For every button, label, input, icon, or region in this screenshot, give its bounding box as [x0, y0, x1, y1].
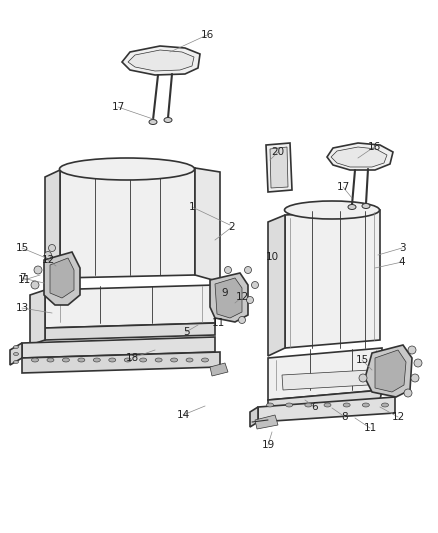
- Polygon shape: [268, 215, 285, 356]
- Text: 7: 7: [19, 273, 25, 283]
- Polygon shape: [250, 407, 258, 427]
- Ellipse shape: [201, 358, 208, 362]
- Ellipse shape: [14, 360, 18, 364]
- Circle shape: [239, 317, 246, 324]
- Polygon shape: [210, 273, 248, 322]
- Circle shape: [34, 266, 42, 274]
- Ellipse shape: [78, 358, 85, 362]
- Ellipse shape: [109, 358, 116, 362]
- Text: 6: 6: [312, 402, 318, 412]
- Polygon shape: [215, 278, 242, 318]
- Text: 11: 11: [212, 318, 225, 328]
- Circle shape: [49, 245, 56, 252]
- Polygon shape: [128, 50, 194, 71]
- Ellipse shape: [164, 117, 172, 123]
- Text: 17: 17: [336, 182, 350, 192]
- Ellipse shape: [155, 358, 162, 362]
- Circle shape: [411, 374, 419, 382]
- Circle shape: [244, 266, 251, 273]
- Polygon shape: [270, 147, 288, 188]
- Polygon shape: [44, 252, 80, 305]
- Text: 2: 2: [229, 222, 235, 232]
- Text: 11: 11: [18, 275, 31, 285]
- Ellipse shape: [60, 158, 194, 180]
- Ellipse shape: [14, 352, 18, 356]
- Polygon shape: [258, 397, 395, 422]
- Ellipse shape: [362, 403, 369, 407]
- Polygon shape: [195, 168, 220, 282]
- Text: 4: 4: [399, 257, 405, 267]
- Ellipse shape: [93, 358, 100, 362]
- Text: 18: 18: [125, 353, 138, 363]
- Text: 3: 3: [399, 243, 405, 253]
- Polygon shape: [30, 290, 45, 345]
- Ellipse shape: [140, 358, 147, 362]
- Text: 13: 13: [15, 303, 28, 313]
- Ellipse shape: [62, 358, 69, 362]
- Circle shape: [414, 359, 422, 367]
- Text: 8: 8: [342, 412, 348, 422]
- Text: 16: 16: [200, 30, 214, 40]
- Polygon shape: [45, 170, 60, 285]
- Ellipse shape: [348, 205, 356, 209]
- Text: 12: 12: [235, 292, 249, 302]
- Text: 15: 15: [355, 355, 369, 365]
- Ellipse shape: [266, 403, 273, 407]
- Ellipse shape: [149, 119, 157, 125]
- Polygon shape: [331, 147, 387, 167]
- Ellipse shape: [170, 358, 177, 362]
- Text: 20: 20: [272, 147, 285, 157]
- Ellipse shape: [47, 358, 54, 362]
- Ellipse shape: [343, 403, 350, 407]
- Ellipse shape: [285, 201, 379, 219]
- Text: 15: 15: [15, 243, 28, 253]
- Text: 16: 16: [367, 142, 381, 152]
- Ellipse shape: [381, 403, 389, 407]
- Circle shape: [404, 389, 412, 397]
- Ellipse shape: [362, 204, 370, 208]
- Text: 9: 9: [222, 288, 228, 298]
- Ellipse shape: [305, 403, 312, 407]
- Ellipse shape: [14, 345, 18, 349]
- Ellipse shape: [186, 358, 193, 362]
- Polygon shape: [365, 345, 412, 397]
- Ellipse shape: [324, 403, 331, 407]
- Polygon shape: [285, 210, 380, 348]
- Circle shape: [251, 281, 258, 288]
- Ellipse shape: [286, 403, 293, 407]
- Text: 5: 5: [183, 327, 189, 337]
- Polygon shape: [282, 370, 370, 390]
- Polygon shape: [375, 350, 406, 392]
- Polygon shape: [266, 143, 292, 192]
- Circle shape: [359, 374, 367, 382]
- Polygon shape: [45, 323, 215, 340]
- Polygon shape: [327, 143, 393, 170]
- Polygon shape: [10, 343, 22, 365]
- Circle shape: [31, 281, 39, 289]
- Polygon shape: [22, 352, 220, 373]
- Text: 19: 19: [261, 440, 275, 450]
- Polygon shape: [50, 258, 74, 298]
- Text: 17: 17: [111, 102, 125, 112]
- Polygon shape: [45, 285, 215, 328]
- Text: 1: 1: [189, 202, 195, 212]
- Text: 11: 11: [364, 423, 377, 433]
- Circle shape: [45, 252, 52, 259]
- Polygon shape: [268, 390, 382, 410]
- Ellipse shape: [32, 358, 39, 362]
- Polygon shape: [122, 46, 200, 75]
- Text: 14: 14: [177, 410, 190, 420]
- Text: 12: 12: [392, 412, 405, 422]
- Polygon shape: [210, 363, 228, 376]
- Circle shape: [225, 266, 232, 273]
- Polygon shape: [22, 337, 215, 358]
- Ellipse shape: [124, 358, 131, 362]
- Polygon shape: [60, 168, 195, 278]
- Text: 12: 12: [41, 255, 55, 265]
- Polygon shape: [268, 348, 382, 400]
- Circle shape: [247, 296, 254, 303]
- Circle shape: [408, 346, 416, 354]
- Text: 10: 10: [265, 252, 279, 262]
- Polygon shape: [255, 415, 278, 429]
